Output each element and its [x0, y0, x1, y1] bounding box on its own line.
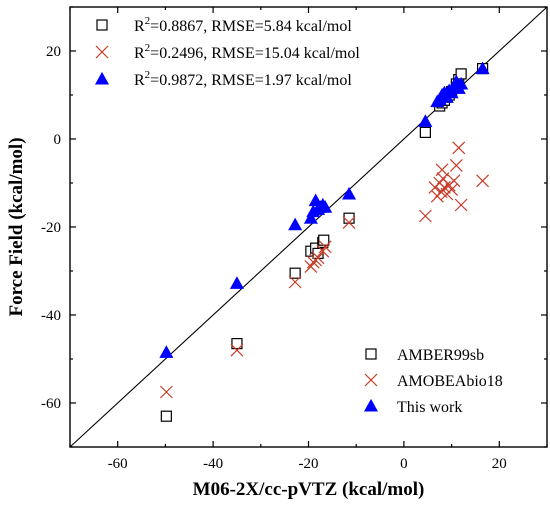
chart-marks [159, 61, 490, 422]
amoebabio18-point [445, 183, 459, 197]
amoebabio18-point [342, 216, 356, 230]
this-work-point [342, 186, 357, 200]
amber99sb-point [160, 410, 172, 422]
amoebabio18-point [230, 343, 244, 357]
amber99sb-point [318, 234, 330, 246]
amoebabio18-point-stroke-b [230, 343, 244, 357]
amoebabio18-point [288, 275, 302, 289]
amoebabio18-point [449, 158, 463, 172]
amoebabio18-point [447, 174, 461, 188]
series-legend-label: AMBER99sb [397, 347, 484, 364]
amoebabio18-point [476, 174, 490, 188]
this-work-point [303, 211, 318, 224]
stats-legend-marker [94, 71, 110, 85]
amber99sb-point [231, 338, 243, 350]
this-work-point [318, 200, 333, 213]
y-tick-label: 0 [54, 132, 62, 148]
series-legend-label: AMOBEAbio18 [397, 373, 503, 390]
y-tick-label: -60 [41, 396, 61, 412]
amoebabio18-point-stroke-b [454, 198, 468, 212]
y-tick-label: -20 [41, 220, 61, 236]
axis-ticks [69, 6, 548, 448]
amoebabio18-point [311, 251, 325, 265]
series-legend-marker [363, 398, 379, 412]
amoebabio18-point-stroke-b [304, 260, 318, 274]
amoebabio18-point-stroke-b [342, 216, 356, 230]
this-work-point [418, 114, 433, 127]
amoebabio18-point-stroke-b [449, 158, 463, 172]
stats-r-superscript: 2 [145, 15, 151, 27]
amoebabio18-point-stroke-b [452, 141, 466, 155]
amoebabio18-point [454, 198, 468, 212]
series-legend-marker-stroke-b [364, 373, 378, 387]
amoebabio18-point-stroke-b [445, 183, 459, 197]
series-legend-label: This work [397, 399, 462, 416]
amoebabio18-point-stroke-b [311, 251, 325, 265]
diagonal-reference-line [69, 6, 548, 448]
amoebabio18-point [452, 141, 466, 155]
amoebabio18-point [418, 209, 432, 223]
y-tick-label: 20 [46, 44, 61, 60]
amoebabio18-point-stroke-b [288, 275, 302, 289]
amoebabio18-point-stroke-b [476, 174, 490, 188]
amoebabio18-point-stroke-b [318, 240, 332, 254]
stats-r-prefix: R [134, 72, 145, 89]
stats-r-superscript: 2 [145, 42, 151, 54]
stats-legend-marker-stroke-b [95, 45, 109, 59]
amoebabio18-point-stroke-b [447, 174, 461, 188]
x-tick-label: 20 [492, 456, 507, 472]
x-tick-label: 0 [400, 456, 408, 472]
stats-legend-text: R2=0.9872, RMSE=1.97 kcal/mol [134, 69, 352, 89]
stats-r-prefix: R [134, 45, 145, 62]
stats-legend-marker [96, 19, 108, 31]
stats-value-text: =0.9872, RMSE=1.97 kcal/mol [150, 72, 352, 89]
amoebabio18-point [159, 385, 173, 399]
series-legend-marker [365, 348, 377, 360]
series-legend-marker [364, 373, 378, 387]
x-tick-label: -40 [203, 456, 223, 472]
amoebabio18-point-stroke-b [438, 180, 451, 194]
amber99sb-point [343, 212, 355, 224]
stats-r-prefix: R [134, 18, 145, 35]
x-tick-label: -20 [299, 456, 319, 472]
amoebabio18-point [316, 244, 330, 258]
stats-value-text: =0.2496, RMSE=15.04 kcal/mol [150, 45, 360, 62]
x-axis-label: M06-2X/cc-pVTZ (kcal/mol) [193, 479, 425, 500]
x-tick-label: -60 [108, 456, 128, 472]
amoebabio18-point-stroke-b [316, 244, 330, 258]
stats-legend: R2=0.8867, RMSE=5.84 kcal/molR2=0.2496, … [94, 15, 360, 89]
series-amobeabio18 [159, 141, 490, 399]
stats-legend-text: R2=0.8867, RMSE=5.84 kcal/mol [134, 15, 352, 35]
amoebabio18-point [438, 180, 451, 194]
amber99sb-point [289, 267, 301, 279]
amoebabio18-point [304, 260, 318, 274]
stats-r-superscript: 2 [145, 69, 151, 81]
axis-tick-labels: -60 -40 -20 0 20 -60 -40 -20 0 20 [41, 44, 507, 472]
stats-legend-marker [95, 45, 109, 59]
stats-legend-text: R2=0.2496, RMSE=15.04 kcal/mol [134, 42, 360, 62]
y-tick-label: -40 [41, 308, 61, 324]
this-work-point [475, 61, 490, 75]
stats-value-text: =0.8867, RMSE=5.84 kcal/mol [150, 18, 352, 35]
this-work-point [229, 276, 244, 289]
amber99sb-point [419, 126, 431, 139]
this-work-point [288, 217, 303, 231]
series-this-work [159, 61, 490, 358]
y-axis-label: Force Field (kcal/mol) [6, 137, 27, 316]
this-work-point [454, 76, 469, 90]
series-legend: AMBER99sb AMOBEAbio18 This work [363, 347, 503, 416]
amoebabio18-point [318, 240, 332, 254]
this-work-point [159, 345, 174, 358]
amoebabio18-point-stroke-b [159, 385, 173, 399]
amoebabio18-point-stroke-b [418, 209, 432, 223]
